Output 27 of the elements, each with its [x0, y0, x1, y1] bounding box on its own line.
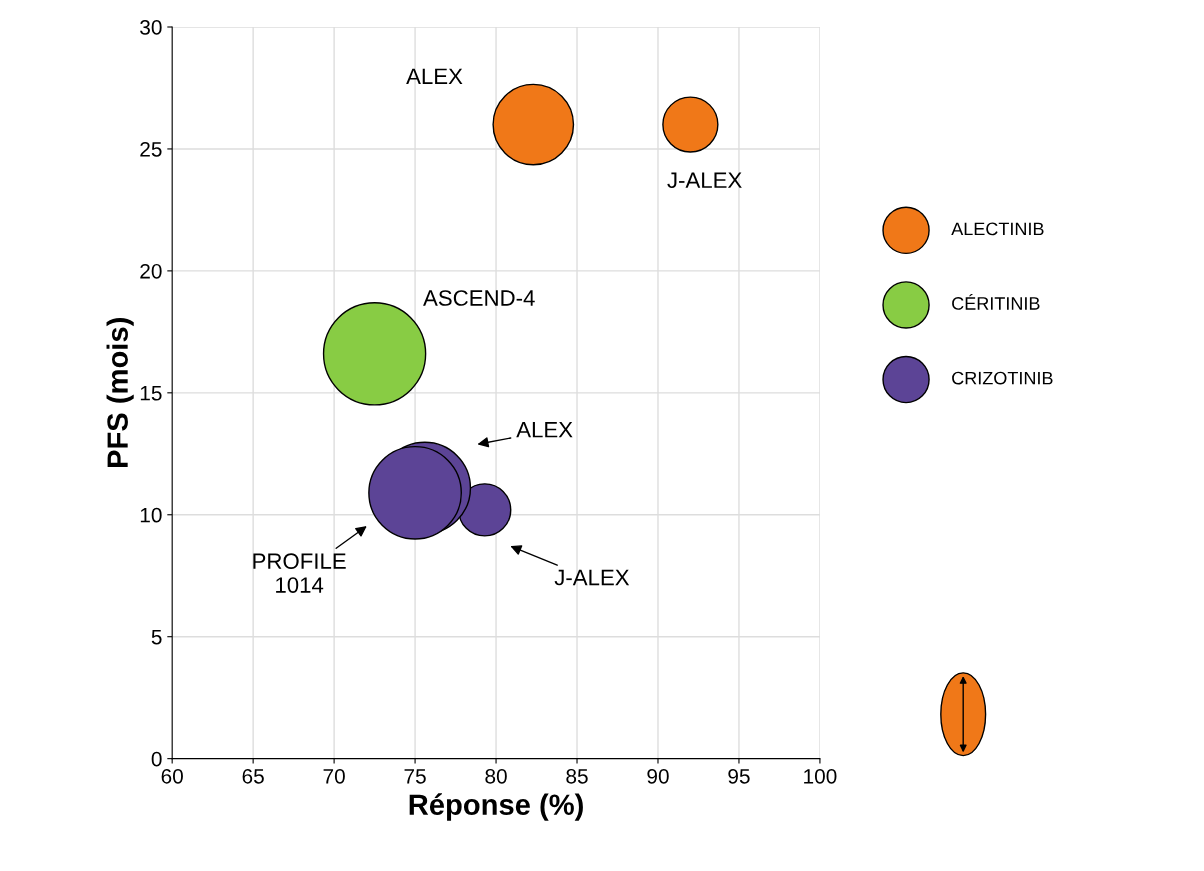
- text: CÉRITINIB: [952, 294, 1040, 310]
- x-tick-label: 90: [647, 768, 669, 784]
- x-tick-label: 70: [323, 768, 345, 784]
- text: CRIZOTINIB: [952, 371, 1053, 385]
- x-tick-label: 95: [728, 768, 750, 784]
- annotation: ALEX: [406, 68, 463, 84]
- annotation: PROFILE 1014: [253, 553, 346, 593]
- x-tick-label: 80: [485, 768, 507, 784]
- x-tick-label: 85: [566, 768, 588, 784]
- x-tick-label: 60: [161, 768, 183, 784]
- x-tick-label: 65: [242, 768, 264, 784]
- x-tick-label: 100: [804, 768, 837, 784]
- annotation: ASCEND-4: [423, 290, 535, 306]
- y-tick-label: 15: [140, 386, 162, 401]
- annotation: ALEX: [516, 422, 573, 438]
- y-axis-title: PFS (mois): [106, 318, 134, 468]
- annotation: J-ALEX: [554, 569, 630, 586]
- x-tick-label: 75: [404, 769, 426, 784]
- x-axis-title: Réponse (%): [409, 793, 583, 821]
- y-tick-label: 10: [140, 507, 162, 523]
- y-tick-label: 20: [140, 263, 162, 279]
- annotation: J-ALEX: [667, 172, 742, 189]
- y-tick-label: 0: [151, 751, 162, 767]
- y-tick-label: 5: [151, 629, 162, 645]
- text: ALECTINIB: [951, 222, 1044, 236]
- y-tick-label: 30: [140, 20, 162, 35]
- y-tick-label: 25: [140, 141, 162, 157]
